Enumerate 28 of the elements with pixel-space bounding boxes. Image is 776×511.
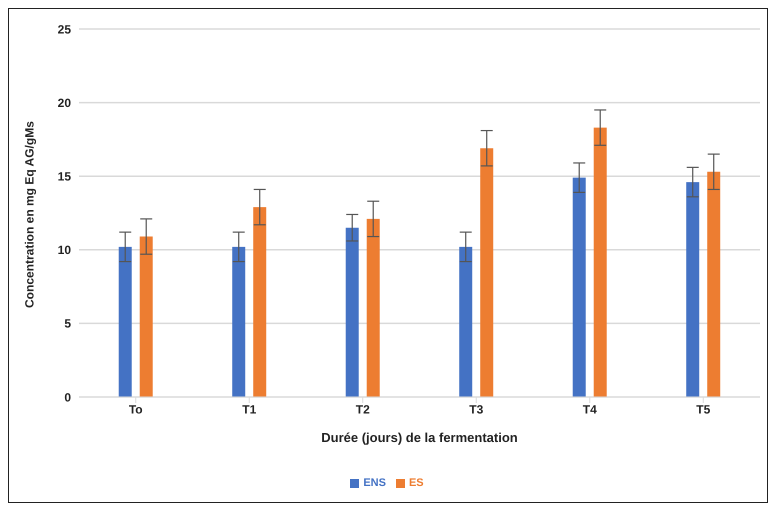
y-axis-title: Concentration en mg Eq AG/gMs bbox=[22, 120, 36, 308]
bar bbox=[346, 228, 359, 397]
legend-label: ES bbox=[408, 477, 424, 489]
x-axis-title: Durée (jours) de la fermentation bbox=[321, 430, 518, 445]
bar bbox=[707, 172, 720, 397]
x-tick-label: T1 bbox=[242, 402, 257, 417]
bar bbox=[572, 178, 586, 397]
legend-label: ENS bbox=[363, 477, 386, 489]
bar bbox=[253, 207, 266, 397]
bar bbox=[686, 182, 700, 397]
bar bbox=[118, 246, 132, 397]
bar bbox=[140, 236, 153, 397]
bar bbox=[232, 246, 246, 397]
x-tick-label: To bbox=[128, 402, 143, 417]
x-tick-label: T5 bbox=[696, 402, 711, 417]
x-tick-label: T4 bbox=[582, 402, 598, 417]
y-tick-label: 5 bbox=[64, 316, 72, 331]
bar bbox=[594, 128, 607, 397]
y-tick-label: 25 bbox=[58, 22, 72, 36]
y-tick-label: 10 bbox=[58, 243, 72, 258]
x-tick-label: T2 bbox=[356, 402, 370, 417]
bar bbox=[459, 246, 472, 397]
y-tick-label: 20 bbox=[58, 96, 72, 110]
y-tick-label: 0 bbox=[64, 390, 72, 404]
bar bbox=[366, 218, 380, 397]
bar bbox=[480, 148, 494, 397]
x-tick-label: T3 bbox=[469, 402, 484, 417]
y-tick-label: 15 bbox=[58, 169, 72, 184]
